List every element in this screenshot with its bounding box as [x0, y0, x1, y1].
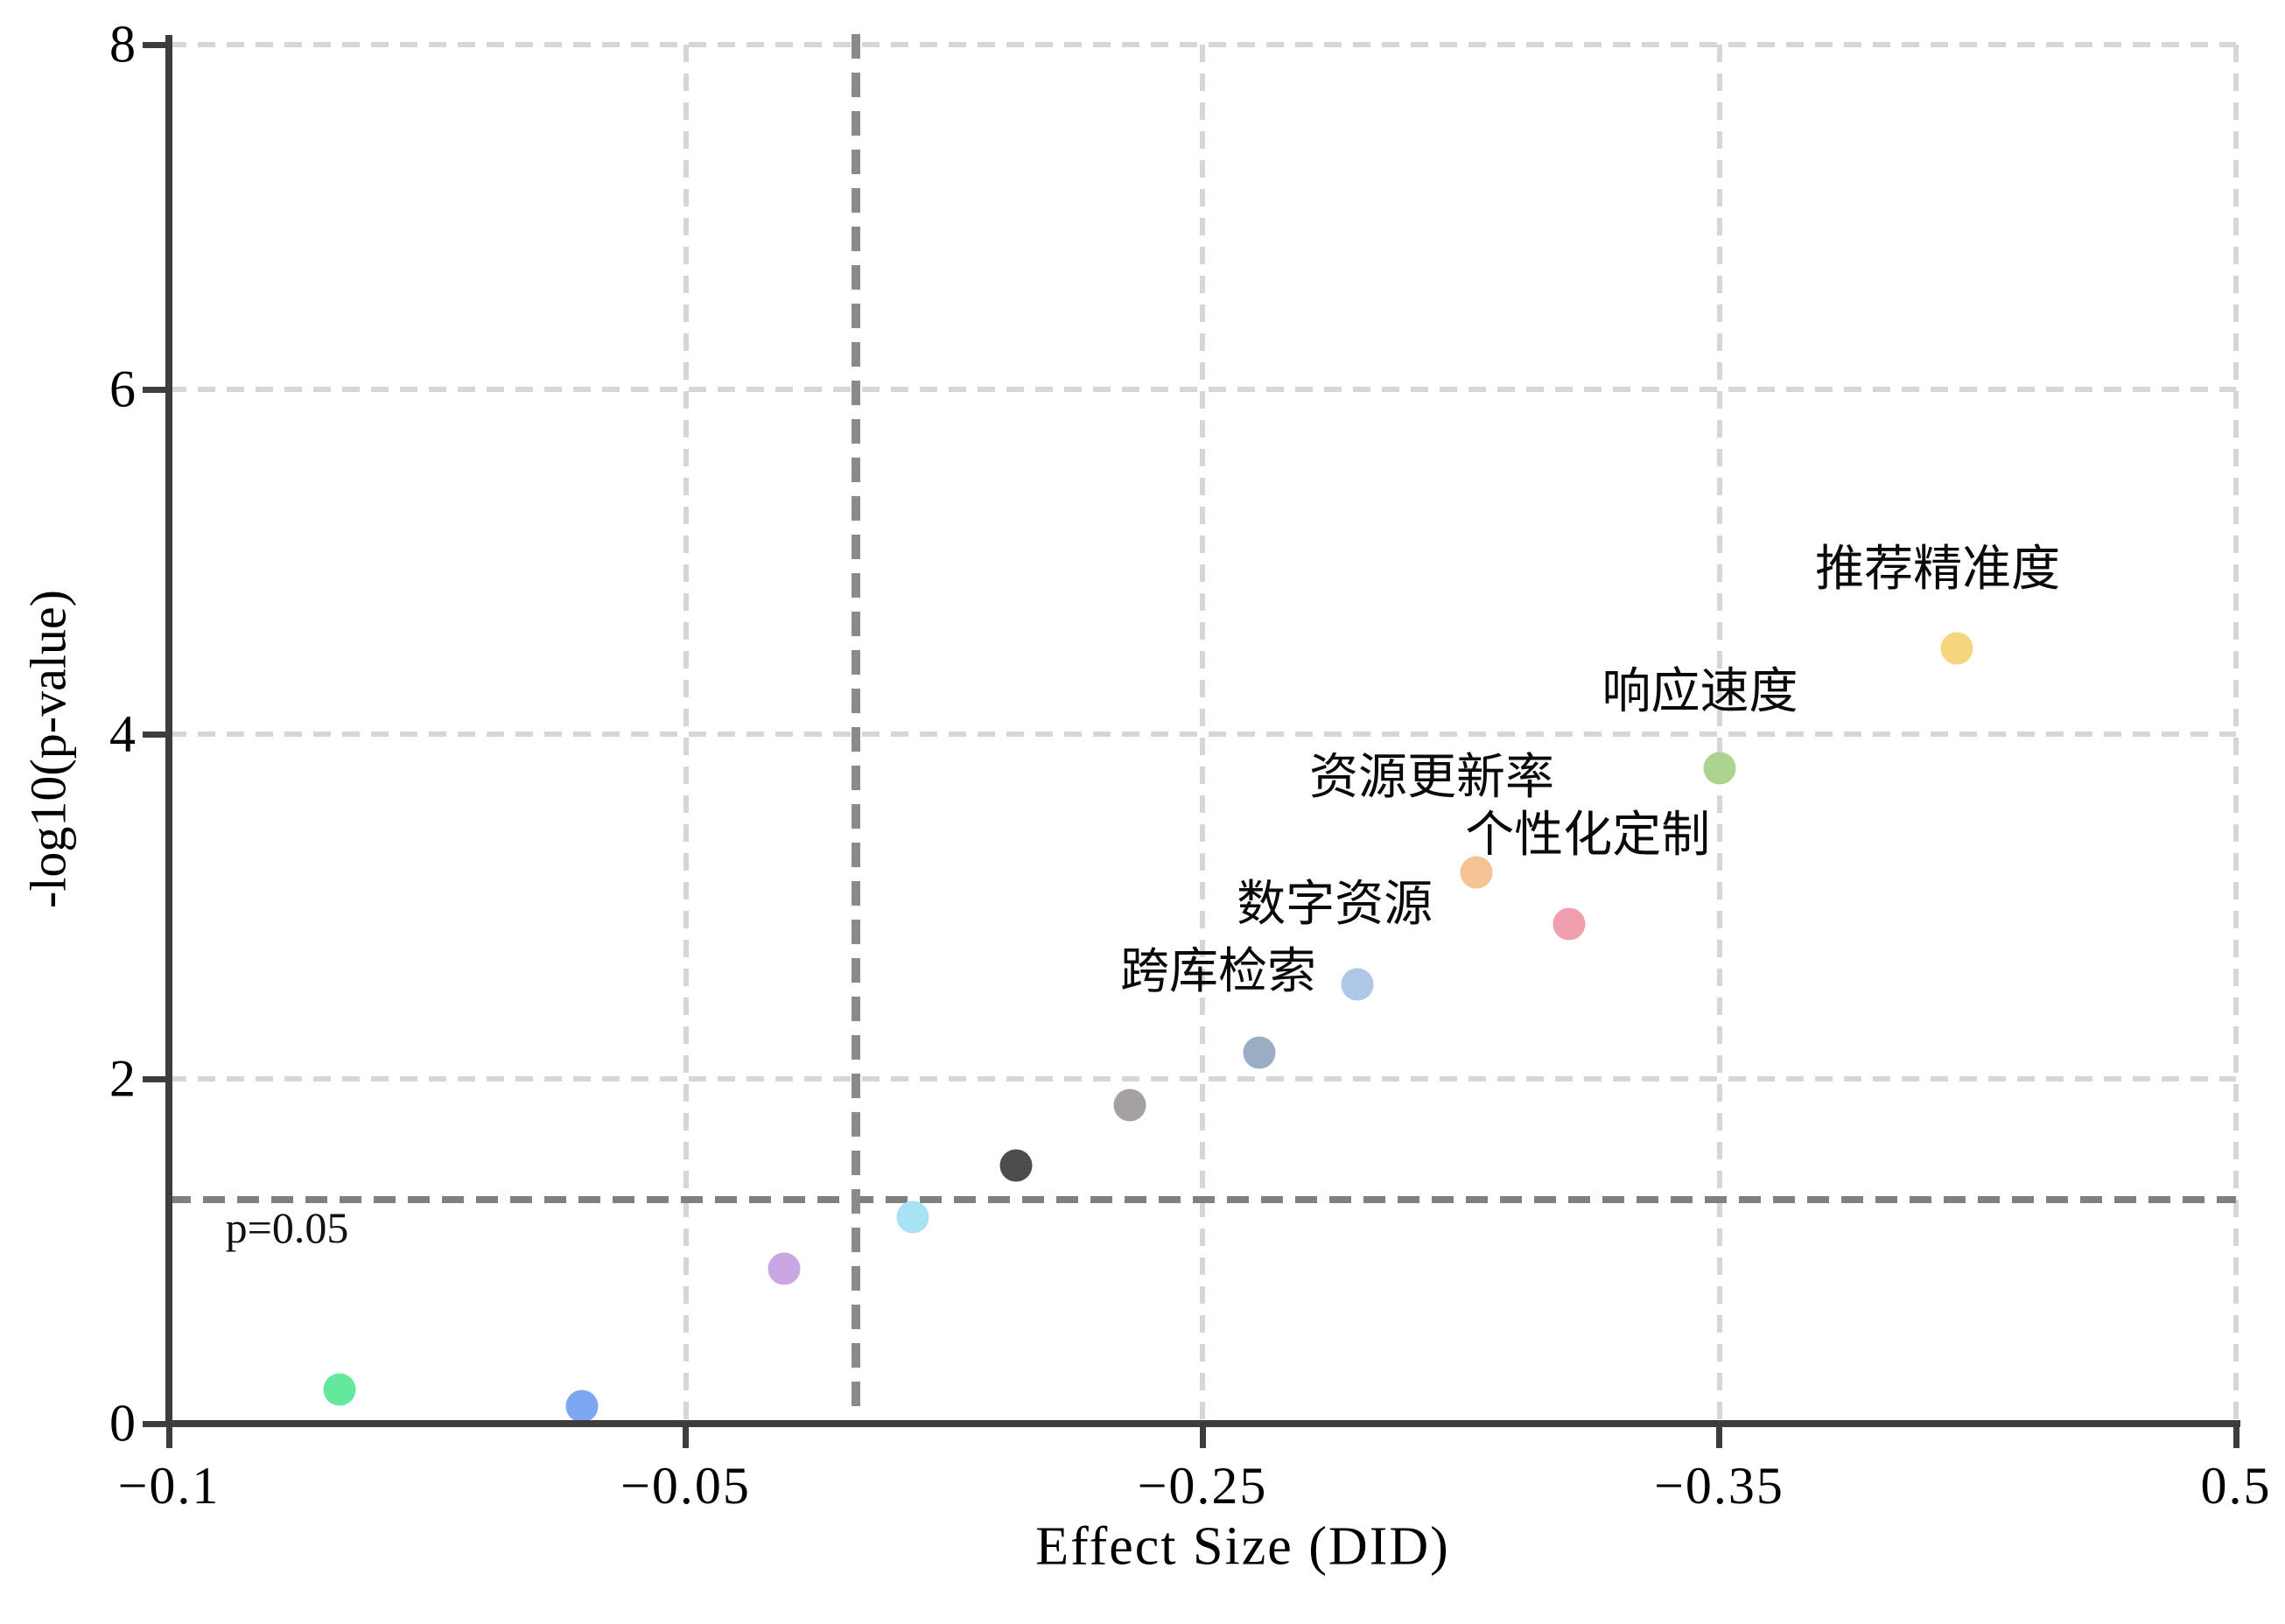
x-tick-3: [1716, 1427, 1722, 1448]
y-axis-title: -log10(p-value): [19, 590, 77, 908]
y-tick-8: [143, 41, 165, 48]
point-label-跨库检索: 跨库检索: [1119, 945, 1316, 1000]
data-point-1: [565, 1390, 599, 1423]
y-tick-label-6: 6: [109, 360, 136, 418]
p-threshold-label: p=0.05: [225, 1203, 349, 1252]
y-tick-label-4: 4: [109, 704, 136, 763]
x-tick-label-4: 0.5: [2200, 1457, 2272, 1515]
point-label-响应速度: 响应速度: [1602, 665, 1798, 720]
data-point-3: [896, 1200, 929, 1234]
data-point-0: [323, 1373, 356, 1406]
y-tick-6: [143, 386, 165, 393]
data-point-4: [999, 1149, 1033, 1181]
y-tick-4: [143, 731, 165, 738]
gridline-x-tick-4: [2233, 45, 2239, 1424]
point-label-数字资源: 数字资源: [1237, 877, 1433, 932]
data-point-跨库检索: [1243, 1036, 1276, 1069]
data-point-资源更新率: [1460, 856, 1493, 889]
point-label-个性化定制: 个性化定制: [1465, 808, 1711, 863]
y-tick-label-2: 2: [109, 1049, 136, 1108]
data-point-推荐精准度: [1940, 632, 1973, 664]
gridline-x-tick-2: [1200, 45, 1205, 1424]
x-tick-4: [2232, 1427, 2239, 1448]
x-tick-0: [165, 1427, 172, 1448]
x-tick-label-1: −0.05: [620, 1457, 751, 1515]
x-tick-label-3: −0.35: [1654, 1457, 1784, 1515]
data-point-响应速度: [1703, 752, 1735, 785]
p-threshold-line: [169, 1195, 2236, 1203]
x-axis-title: Effect Size (DID): [1035, 1516, 1450, 1577]
x-axis-spine: [165, 1420, 2240, 1427]
data-point-数字资源: [1341, 968, 1374, 1001]
zero-effect-reference-line: [852, 34, 861, 1424]
x-tick-label-0: −0.1: [117, 1457, 221, 1515]
x-tick-1: [683, 1427, 689, 1448]
gridline-x-tick-3: [1716, 45, 1722, 1424]
y-tick-label-8: 8: [109, 15, 136, 74]
point-label-推荐精准度: 推荐精准度: [1815, 542, 2061, 597]
x-tick-label-2: −0.25: [1137, 1457, 1268, 1515]
gridline-x-tick-1: [683, 45, 689, 1424]
point-label-资源更新率: 资源更新率: [1308, 750, 1554, 805]
data-point-5: [1113, 1088, 1146, 1122]
y-axis-spine: [165, 35, 172, 1427]
x-tick-2: [1199, 1427, 1206, 1448]
y-tick-2: [143, 1075, 165, 1082]
data-point-2: [768, 1252, 801, 1285]
y-tick-label-0: 0: [109, 1394, 136, 1452]
data-point-个性化定制: [1553, 907, 1586, 941]
y-tick-0: [143, 1420, 165, 1427]
